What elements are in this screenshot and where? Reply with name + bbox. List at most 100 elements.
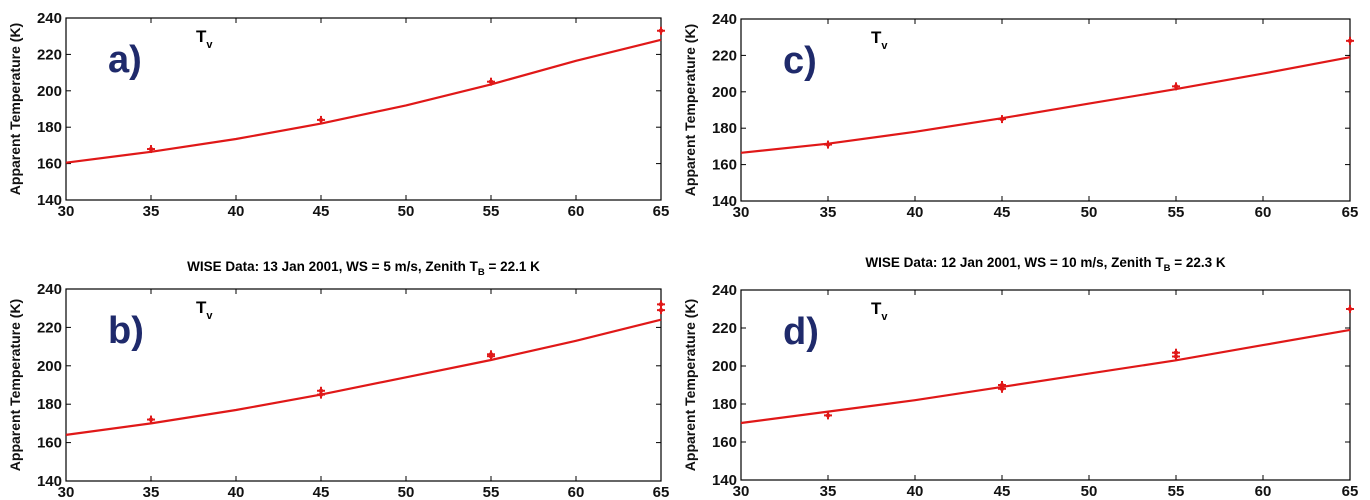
data-point-dot	[825, 142, 831, 147]
y-tick-label: 240	[712, 11, 737, 28]
x-tick-label: 55	[483, 203, 500, 220]
x-tick-label: 30	[733, 204, 750, 221]
chart-panel-b: WISE Data: 13 Jan 2001, WS = 5 m/s, Zeni…	[7, 259, 669, 500]
data-point	[487, 350, 495, 359]
data-point	[657, 300, 665, 309]
data-point-dot	[318, 388, 324, 393]
chart-panel-a: 30 35 40 45 50 55 60 65 140 160 180 200 220 240 Appare…	[7, 10, 669, 220]
y-tick-label: 140	[712, 193, 737, 210]
y-axis-label: Apparent Temperature (K)	[682, 299, 698, 471]
data-point-dot	[148, 146, 154, 152]
panel-letter: a)	[108, 39, 142, 81]
chart-subtitle: WISE Data: 13 Jan 2001, WS = 5 m/s, Zeni…	[187, 259, 540, 278]
data-point-dot	[1173, 84, 1179, 89]
series-label: Tv	[871, 28, 888, 52]
data-point-dot	[999, 382, 1005, 388]
data-point-dot	[658, 307, 664, 313]
x-tick-label: 60	[568, 203, 585, 220]
x-tick-label: 65	[653, 203, 670, 220]
y-tick-label: 140	[37, 473, 62, 490]
y-tick-label: 220	[712, 320, 737, 337]
chart-subtitle: WISE Data: 12 Jan 2001, WS = 10 m/s, Zen…	[865, 255, 1226, 274]
data-point	[1346, 36, 1354, 45]
x-tick-label: 45	[994, 204, 1011, 221]
x-tick-label: 50	[1081, 204, 1098, 221]
y-axis-label: Apparent Temperature (K)	[7, 299, 23, 471]
y-tick-label: 200	[712, 358, 737, 375]
y-tick-label: 200	[37, 83, 62, 100]
x-tick-label: 40	[907, 204, 924, 221]
plot-frame	[65, 288, 662, 482]
chart-panel-d: WISE Data: 12 Jan 2001, WS = 10 m/s, Zen…	[682, 255, 1358, 500]
x-tick-label: 40	[228, 203, 245, 220]
panel-letter: c)	[783, 40, 817, 82]
data-point	[147, 415, 155, 424]
y-tick-label: 240	[37, 10, 62, 27]
x-tick-label: 50	[398, 203, 415, 220]
data-point	[824, 411, 832, 420]
x-tick-label: 30	[58, 203, 75, 220]
data-point-dot	[825, 413, 831, 418]
y-tick-label: 180	[712, 120, 737, 137]
x-tick-label: 35	[143, 484, 160, 500]
x-tick-label: 65	[653, 484, 670, 500]
y-tick-label: 180	[37, 396, 62, 413]
x-tick-label: 30	[58, 484, 75, 500]
data-point	[487, 77, 495, 86]
x-tick-label: 40	[907, 483, 924, 500]
plot-frame	[740, 289, 1351, 481]
model-line	[65, 318, 662, 436]
y-tick-label: 180	[37, 119, 62, 136]
y-axis-label: Apparent Temperature (K)	[682, 24, 698, 196]
data-point-dot	[658, 302, 664, 307]
model-line	[740, 56, 1351, 154]
y-tick-label: 240	[712, 282, 737, 299]
x-tick-label: 50	[398, 484, 415, 500]
y-tick-label: 160	[712, 434, 737, 451]
x-tick-label: 65	[1342, 204, 1359, 221]
data-point	[1172, 82, 1180, 91]
x-tick-label: 35	[143, 203, 160, 220]
y-tick-label: 180	[712, 396, 737, 413]
data-point	[1172, 348, 1180, 357]
x-tick-label: 45	[994, 483, 1011, 500]
y-tick-label: 240	[37, 281, 62, 298]
data-point-dot	[1347, 38, 1353, 44]
chart-panel-c: 30 35 40 45 50 55 60 65 140 160 180 200 220 240 Appare…	[682, 11, 1358, 221]
y-tick-label: 140	[37, 192, 62, 209]
x-tick-label: 55	[483, 484, 500, 500]
x-tick-label: 50	[1081, 483, 1098, 500]
data-point	[998, 115, 1006, 124]
data-point-dot	[148, 417, 154, 422]
x-tick-label: 60	[1255, 483, 1272, 500]
model-line	[740, 328, 1351, 425]
data-point	[824, 140, 832, 149]
x-tick-label: 30	[733, 483, 750, 500]
y-axis-label: Apparent Temperature (K)	[7, 23, 23, 195]
y-tick-label: 220	[37, 46, 62, 63]
x-tick-label: 45	[313, 484, 330, 500]
data-point	[147, 145, 155, 154]
x-tick-label: 65	[1342, 483, 1359, 500]
plot-frame	[65, 17, 662, 201]
data-point-dot	[318, 117, 324, 123]
plot-frame	[740, 18, 1351, 202]
data-point-dot	[658, 28, 664, 33]
data-point	[657, 26, 665, 35]
y-tick-label: 200	[712, 84, 737, 101]
x-tick-label: 35	[820, 483, 837, 500]
series-label: Tv	[196, 27, 213, 51]
data-point-dot	[488, 352, 494, 357]
y-tick-label: 140	[712, 472, 737, 489]
data-point-dot	[1347, 306, 1353, 312]
panel-letter: b)	[108, 310, 144, 352]
x-tick-label: 35	[820, 204, 837, 221]
y-tick-label: 220	[712, 47, 737, 64]
x-tick-label: 60	[1255, 204, 1272, 221]
series-label: Tv	[196, 298, 213, 322]
series-label: Tv	[871, 299, 888, 323]
y-tick-label: 160	[712, 157, 737, 174]
x-tick-label: 60	[568, 484, 585, 500]
data-point-dot	[999, 116, 1005, 122]
